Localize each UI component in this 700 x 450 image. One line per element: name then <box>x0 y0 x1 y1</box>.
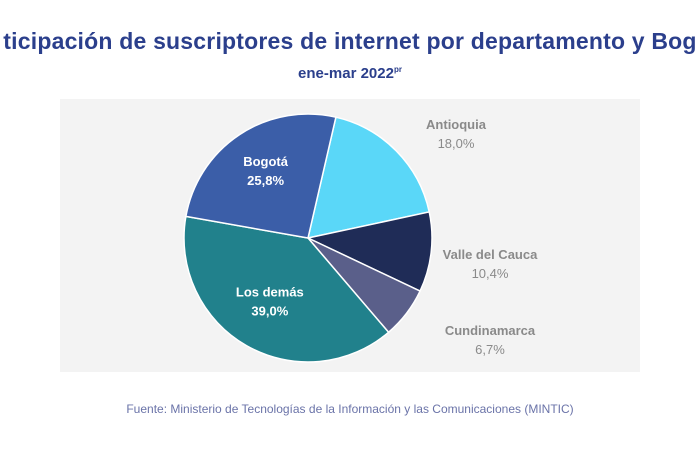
subtitle-superscript: pr <box>393 65 402 74</box>
slice-label-antioquia: Antioquia <box>426 117 487 132</box>
slice-label-los-demas: Los demás <box>236 285 304 300</box>
slice-value-valle-del-cauca: 10,4% <box>472 266 509 281</box>
chart-title: ticipación de suscriptores de internet p… <box>3 28 697 54</box>
source-note: Fuente: Ministerio de Tecnologías de la … <box>126 402 574 416</box>
pie-slice-bogota <box>185 113 337 239</box>
pie-slice-antioquia <box>307 116 431 239</box>
chart-panel: Antioquia 18,0% Valle del Cauca 10,4% Cundin… <box>60 99 640 372</box>
slice-label-cundinamarca: Cundinamarca <box>445 323 536 338</box>
slice-value-antioquia: 18,0% <box>438 136 475 151</box>
slice-value-los-demas: 39,0% <box>251 304 288 319</box>
slice-label-bogota: Bogotá <box>243 154 289 169</box>
pie-slice-los-demas <box>183 215 390 363</box>
slice-value-cundinamarca: 6,7% <box>475 342 505 357</box>
slice-label-valle-del-cauca: Valle del Cauca <box>443 247 538 262</box>
chart-subtitle: ene-mar 2022pr <box>0 65 700 82</box>
pie-chart: Antioquia 18,0% Valle del Cauca 10,4% Cundin… <box>183 113 538 363</box>
subtitle-text: ene-mar 2022 <box>298 65 394 82</box>
slice-value-bogota: 25,8% <box>247 173 284 188</box>
pie-slice-valle-del-cauca <box>305 211 433 293</box>
